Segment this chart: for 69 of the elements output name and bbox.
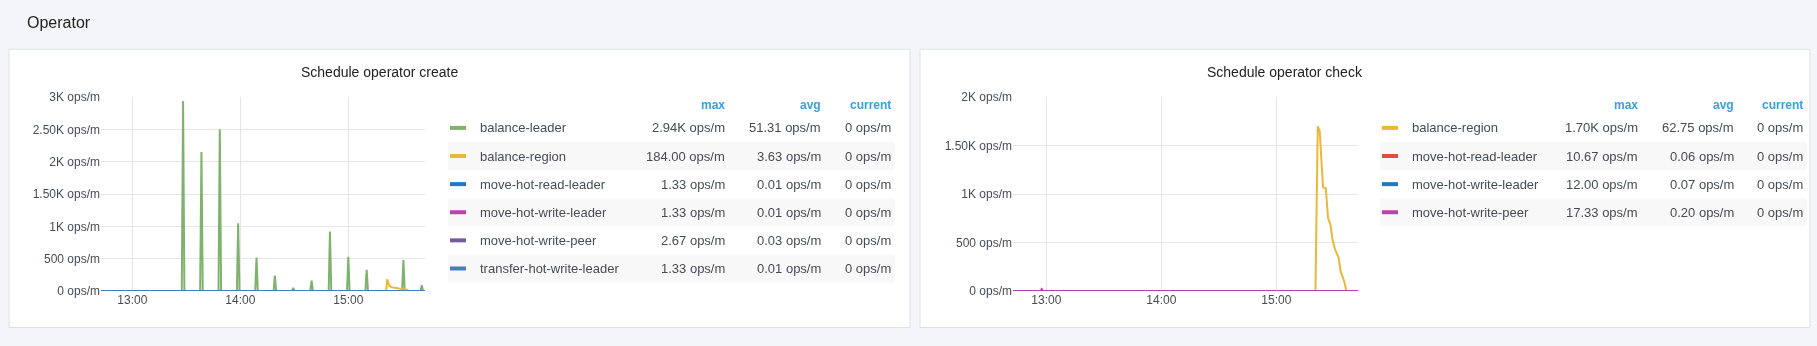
text: 0.01 ops/m <box>757 177 822 192</box>
chart-title: Schedule operator create <box>301 64 459 80</box>
text: Operator <box>27 14 91 31</box>
chart-title: Schedule operator check <box>1207 64 1363 80</box>
text: 2.94K ops/m <box>652 120 725 135</box>
legend-label: balance-region <box>480 149 567 164</box>
legend-label: move-hot-read-leader <box>480 177 606 192</box>
legend-label: transfer-hot-write-leader <box>480 261 620 276</box>
text: avg <box>800 98 821 112</box>
text: 184.00 ops/m <box>646 149 725 164</box>
text: 0 ops/m <box>1757 120 1804 135</box>
text: current <box>850 98 892 112</box>
line-series <box>385 278 410 292</box>
text: 0.01 ops/m <box>757 261 822 276</box>
text: 1.70K ops/m <box>1565 120 1638 135</box>
text: 0 ops/m <box>845 120 892 135</box>
text: 3.63 ops/m <box>757 149 822 164</box>
text: 1.33 ops/m <box>661 205 726 220</box>
text: 0.20 ops/m <box>1670 205 1735 220</box>
text: 0 ops/m <box>845 205 892 220</box>
text: 0.03 ops/m <box>757 233 822 248</box>
legend-label: move-hot-read-leader <box>1412 149 1538 164</box>
legend-label: balance-region <box>1412 120 1499 135</box>
y-tick-label: 0 ops/m <box>57 284 100 299</box>
text: 0 ops/m <box>845 261 892 276</box>
legend-label: move-hot-write-leader <box>1412 177 1540 192</box>
y-tick-label: 2K ops/m <box>961 90 1012 105</box>
x-tick-label: 15:00 <box>1261 293 1292 308</box>
legend-label: move-hot-write-peer <box>480 233 597 248</box>
text: 2.67 ops/m <box>661 233 726 248</box>
y-tick-label: 500 ops/m <box>955 235 1012 250</box>
y-tick-label: 3K ops/m <box>49 90 100 105</box>
text: 17.33 ops/m <box>1566 205 1638 220</box>
legend-label: move-hot-write-leader <box>480 205 608 220</box>
text: 0 ops/m <box>845 177 892 192</box>
text: avg <box>1713 98 1734 112</box>
x-tick-label: 13:00 <box>117 293 148 308</box>
text: 0 ops/m <box>1757 177 1804 192</box>
x-tick-label: 13:00 <box>1031 293 1062 308</box>
legend-label: balance-leader <box>480 120 567 135</box>
x-tick-label: 15:00 <box>333 293 364 308</box>
legend-label: move-hot-write-peer <box>1412 205 1529 220</box>
text: 0 ops/m <box>845 233 892 248</box>
text: 1.33 ops/m <box>661 177 726 192</box>
y-tick-label: 2.50K ops/m <box>32 122 100 137</box>
x-tick-label: 14:00 <box>1146 293 1177 308</box>
y-tick-label: 0 ops/m <box>969 284 1012 299</box>
y-tick-label: 1.50K ops/m <box>32 187 100 202</box>
text: 1.33 ops/m <box>661 261 726 276</box>
text: 0.07 ops/m <box>1670 177 1735 192</box>
x-tick-label: 14:00 <box>225 293 256 308</box>
text: 0 ops/m <box>1757 149 1804 164</box>
text: 12.00 ops/m <box>1566 177 1638 192</box>
text: 0.06 ops/m <box>1670 149 1735 164</box>
y-tick-label: 1.50K ops/m <box>944 138 1012 153</box>
y-tick-label: 500 ops/m <box>43 251 100 266</box>
text: current <box>1762 98 1804 112</box>
text: max <box>701 98 726 112</box>
text: 0 ops/m <box>1757 205 1804 220</box>
line-series <box>180 100 425 292</box>
text: 0 ops/m <box>845 149 892 164</box>
text: 62.75 ops/m <box>1662 120 1734 135</box>
text: 10.67 ops/m <box>1566 149 1638 164</box>
y-tick-label: 1K ops/m <box>49 219 100 234</box>
text: max <box>1614 98 1639 112</box>
text: 0.01 ops/m <box>757 205 822 220</box>
y-tick-label: 1K ops/m <box>961 187 1012 202</box>
y-tick-label: 2K ops/m <box>49 155 100 170</box>
text: 51.31 ops/m <box>749 120 821 135</box>
